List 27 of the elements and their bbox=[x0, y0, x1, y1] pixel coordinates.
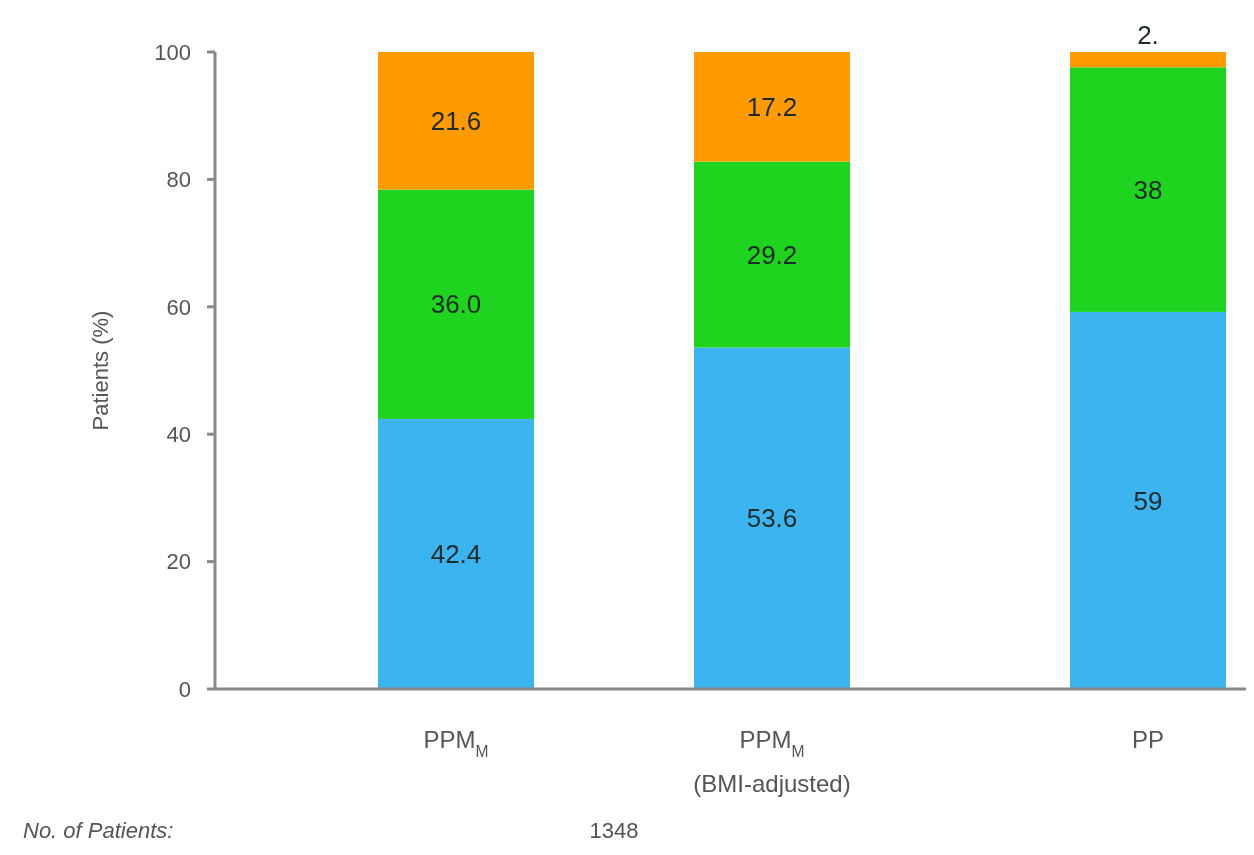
data-label: 21.6 bbox=[430, 105, 482, 136]
data-label: 17.2 bbox=[746, 91, 798, 122]
x-tick-label: PPM$_{M}$ bbox=[423, 726, 489, 760]
bar bbox=[1070, 311, 1226, 689]
text: 1348 bbox=[589, 818, 639, 843]
data-label: 38 bbox=[1133, 174, 1163, 205]
text: No. of Patients: bbox=[23, 818, 174, 843]
data-label: 2. bbox=[1137, 20, 1159, 50]
data-label: 29.2 bbox=[746, 239, 798, 270]
bar bbox=[1070, 52, 1226, 68]
bar bbox=[378, 189, 534, 419]
bar bbox=[1070, 67, 1226, 312]
y-tick-label: 40 bbox=[166, 421, 191, 447]
data-label: 36.0 bbox=[430, 289, 482, 320]
data-label: 53.6 bbox=[746, 503, 798, 534]
y-axis-title: Patients (%) bbox=[88, 310, 113, 431]
x-tick-label: PP bbox=[1131, 726, 1165, 753]
bar bbox=[378, 52, 534, 190]
y-tick-label: 60 bbox=[166, 294, 191, 320]
bar bbox=[378, 418, 534, 689]
data-label: 59 bbox=[1133, 485, 1163, 516]
x-tick-label: PPM$_{M}$ (BMI-adjusted) bbox=[693, 726, 851, 797]
y-tick-label: 100 bbox=[154, 39, 191, 65]
y-tick-label: 80 bbox=[166, 167, 191, 193]
data-label: 42.4 bbox=[430, 539, 482, 570]
y-tick-label: 0 bbox=[178, 676, 191, 702]
y-tick-label: 20 bbox=[166, 549, 191, 575]
